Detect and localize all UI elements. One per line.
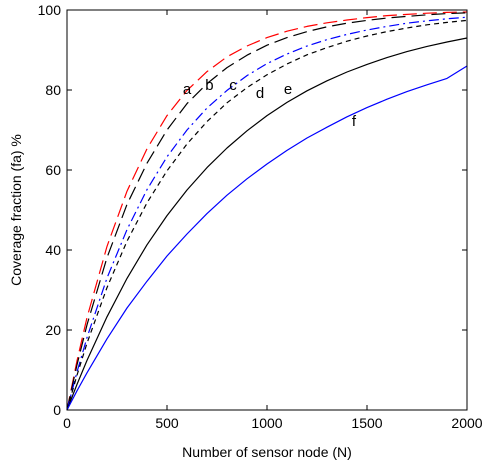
x-tick-label: 1000	[251, 415, 282, 431]
y-tick-label: 60	[45, 162, 61, 178]
x-tick-label: 0	[63, 415, 71, 431]
axis-ticks: 0 500 1000 1500 2000 0 20 40 60 80 100	[38, 2, 483, 431]
y-tick-label: 0	[53, 402, 61, 418]
series-line-d	[66, 19, 468, 411]
series-line-e	[66, 37, 468, 411]
curve-label-a: a	[183, 81, 192, 98]
y-tick-label: 80	[45, 82, 61, 98]
series-line-f	[66, 65, 468, 411]
curve-label-b: b	[205, 77, 213, 94]
x-tick-label: 2000	[451, 415, 482, 431]
series-line-b	[66, 12, 468, 411]
y-tick-label: 40	[45, 242, 61, 258]
series-line-c	[66, 16, 468, 411]
y-tick-label: 100	[38, 2, 62, 18]
plot-background	[67, 10, 467, 410]
series-line-a	[66, 11, 468, 411]
curve-label-c: c	[229, 77, 237, 94]
x-tick-label: 1500	[351, 415, 382, 431]
series-layer	[66, 11, 468, 411]
x-axis-title: Number of sensor node (N)	[182, 444, 352, 460]
curve-label-e: e	[284, 81, 292, 98]
curve-label-d: d	[256, 85, 264, 102]
curve-labels: a b c d e f	[183, 77, 357, 130]
curve-label-f: f	[352, 113, 357, 130]
y-tick-label: 20	[45, 322, 61, 338]
y-axis-title: Coverage fraction (fa) %	[8, 134, 24, 286]
x-tick-label: 500	[155, 415, 179, 431]
